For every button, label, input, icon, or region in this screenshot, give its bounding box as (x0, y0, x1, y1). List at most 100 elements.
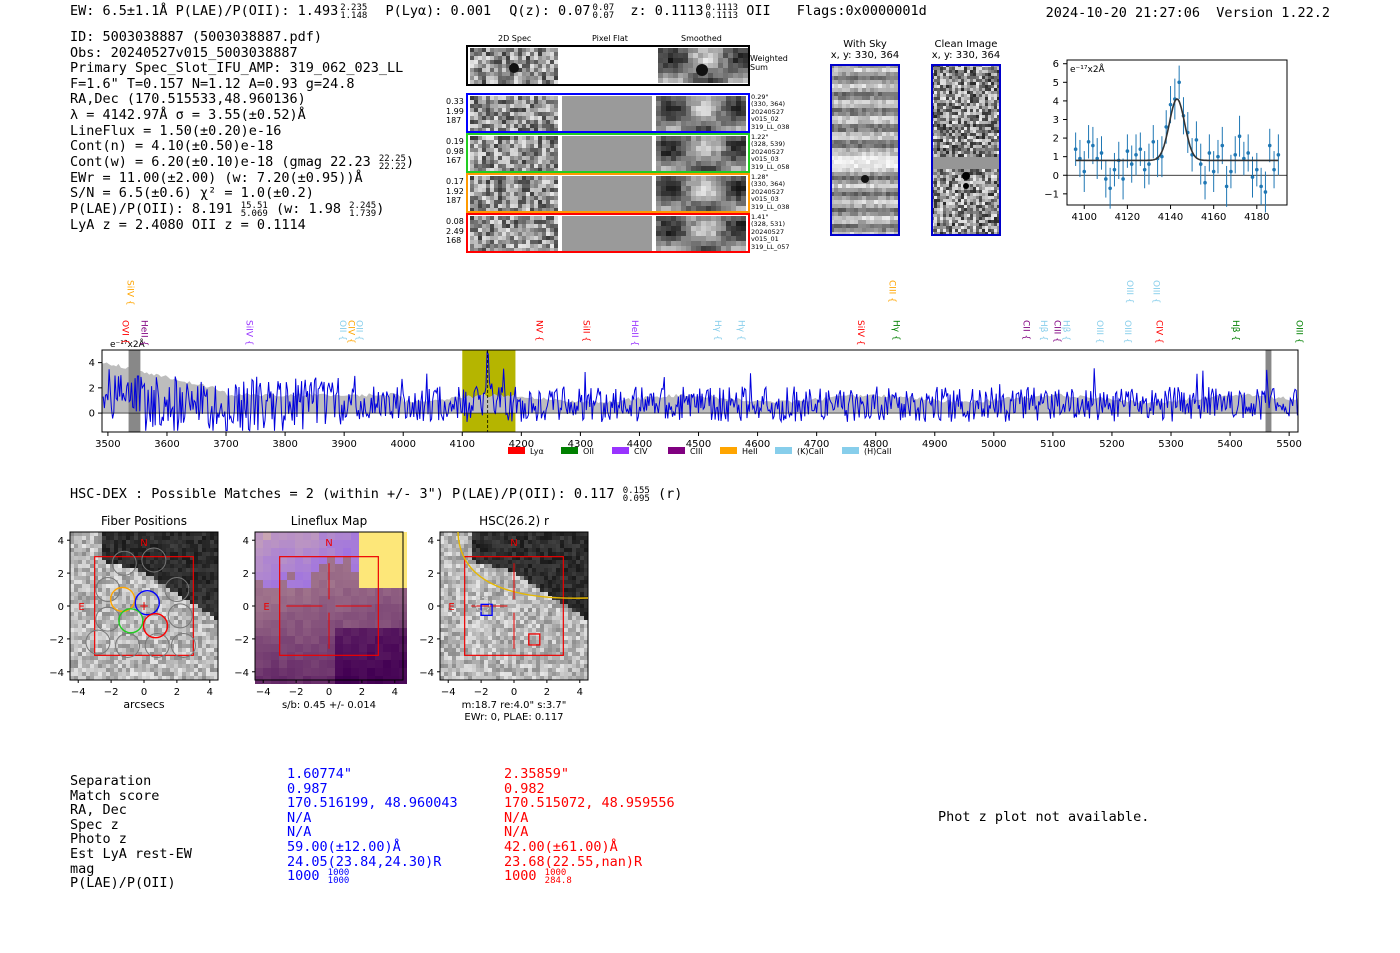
spectrum-xtick-label: 3600 (154, 439, 179, 450)
legend-label: CIV (634, 447, 648, 456)
spectrum-line-marker: OIII { (1122, 320, 1132, 344)
spectrum-xtick-label: 4000 (390, 439, 415, 450)
fiber-info: (328, 539) (751, 140, 786, 149)
fiber-info: 1.22" (751, 133, 769, 141)
label-ra-dec: RA, Dec (70, 802, 127, 819)
fiber-row-border (466, 133, 750, 173)
fiber-circle (111, 550, 137, 576)
fiber-info: 0.29" (751, 93, 769, 101)
legend-label: OII (583, 447, 594, 456)
fiber-info: 20240527 (751, 107, 785, 116)
zoom-data-point (1272, 167, 1276, 172)
zoom-data-point (1147, 162, 1151, 166)
m2-ew: 42.00(±61.00)Å (504, 838, 618, 855)
hsc-ytick-label: −4 (234, 668, 249, 679)
hsc-ytick-label: −4 (419, 668, 434, 679)
zoom-ytick-label: 5 (1053, 78, 1059, 89)
zoom-data-point (1224, 184, 1229, 189)
spectrum-line-marker: CIII { (1052, 320, 1062, 343)
spectrum-ytick-label: 2 (89, 383, 95, 394)
pixel-flat-cell (562, 96, 652, 131)
match-1-marker (480, 603, 493, 617)
info-ewr: EWr = 11.00(±2.00) (w: 7.20(±0.95))Å (70, 169, 363, 186)
with-sky-title-text: With Sky (843, 39, 887, 50)
fiber-stat: 0.19 (446, 137, 464, 146)
zoom-xtick-label: 4120 (1115, 212, 1140, 223)
fiber-circle (95, 606, 121, 632)
spectrum-xtick-label: 3900 (331, 439, 356, 450)
spectrum-ytick-label: 4 (89, 358, 95, 369)
fiber-row-border (466, 173, 750, 213)
fiber-circle (95, 577, 121, 603)
info-line: ID: 5003038887 (5003038887.pdf) (70, 29, 322, 45)
fiber-stat: 187 (446, 196, 462, 205)
hsc-plae-sub: 0.095 (622, 494, 650, 504)
weighted-sum-source (509, 63, 519, 73)
fiber-row-border (466, 93, 750, 133)
spectrum-xtick-label: 3800 (272, 439, 297, 450)
fiber-cutout-row (466, 93, 750, 133)
zoom-xtick-label: 4160 (1201, 212, 1226, 223)
label-photo-z: Photo z (70, 831, 127, 848)
east-label: E (448, 602, 454, 613)
hsc-xtick-label: −2 (104, 687, 119, 698)
fiber-info: v015_03 (751, 155, 779, 164)
zoom-data-point (1160, 154, 1164, 159)
legend-swatch (668, 447, 685, 454)
fiber-info: (330, 364) (751, 100, 786, 109)
weighted-sum-label: Weighted Sum (750, 54, 788, 72)
m1-mag: 24.05(23.84,24.30)R (287, 853, 442, 870)
info-line: Obs: 20240527v015_5003038887 (70, 44, 298, 61)
match-2-values: 2.35859" 0.982 170.515072, 48.959556 N/A… (504, 767, 675, 887)
spectrum-xtick-label: 4600 (745, 439, 770, 450)
spectrum-xtick-label: 4800 (863, 439, 888, 450)
spectrum-ytick-label: 0 (89, 409, 95, 420)
m2-photoz: N/A (504, 824, 529, 841)
hsc-band: (r) (657, 486, 683, 502)
fiber-cutout-row (466, 213, 750, 253)
zoom-ytick-label: 1 (1053, 152, 1059, 163)
header-timestamp-version: 2024-10-20 21:27:06 Version 1.22.2 (1046, 5, 1330, 21)
label-separation: Separation (70, 773, 152, 789)
pixel-flat-cell (562, 216, 652, 251)
hsc-xtick-label: 0 (141, 687, 147, 698)
zoom-data-point (1099, 151, 1104, 155)
version: Version 1.22.2 (1216, 5, 1330, 21)
zoom-data-point (1142, 167, 1147, 172)
hsc-ytick-label: 0 (243, 602, 249, 613)
spectrum-xtick-label: 4300 (568, 439, 593, 450)
legend-swatch (612, 447, 629, 454)
m1-ew: 59.00(±12.00)Å (287, 838, 401, 855)
zoom-axes-frame (1066, 59, 1288, 206)
spectrum-error-envelope (102, 362, 1298, 414)
weighted-sum-2dspec (470, 48, 558, 84)
spectrum-line-marker: SiIV { (855, 320, 865, 346)
spectrum-line-marker: HeII { (629, 320, 639, 346)
m1-separation: 1.60774" (287, 766, 353, 782)
legend-swatch (561, 447, 578, 454)
spectrum-line-marker: Hγ { (890, 320, 900, 341)
fiber-circle (170, 632, 196, 658)
zoom-gaussian-fit (1075, 98, 1279, 162)
full-spectrum-plot: 3500 3600 3700 3800 3900 4000 4100 4200 4300 4400… (89, 280, 1304, 456)
legend-label: (K)CaII (797, 447, 824, 456)
hsc-panel-title: Lineflux Map (291, 514, 367, 528)
fiber-stat: 1.92 (446, 186, 464, 196)
legend-label: Lyα (530, 447, 544, 456)
spectrum-line-marker: Hγ { (712, 320, 722, 341)
spectrum-line-marker: CIV { (1153, 320, 1163, 344)
hsc-xtick-label: 4 (207, 687, 213, 698)
zoom-xtick-label: 4180 (1244, 212, 1269, 223)
clean-image-title: Clean Image x, y: 330, 364 (928, 39, 1004, 61)
legend-label: HeII (742, 447, 758, 456)
m2-plae-sub: 284.8 (544, 876, 572, 887)
fiber-row-left-stats: 0.08 2.49 168 (446, 217, 464, 246)
zoom-data-point (1203, 180, 1207, 185)
hsc-caption: s/b: 0.45 +/- 0.014 (282, 700, 376, 711)
zoom-data-point (1194, 138, 1199, 142)
with-sky-border (830, 64, 900, 236)
hsc-ytick-label: 0 (428, 602, 434, 613)
search-box (94, 556, 194, 656)
sky-source (861, 175, 869, 183)
spectrum-line-marker: OII { (337, 320, 347, 341)
